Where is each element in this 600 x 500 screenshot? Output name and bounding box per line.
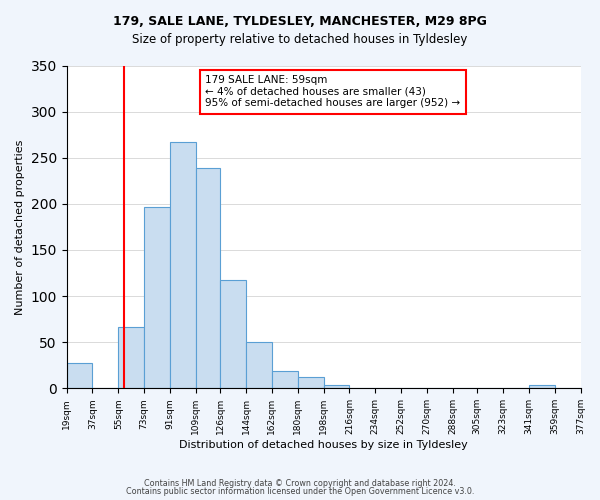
Bar (196, 168, 220, 388)
Text: Size of property relative to detached houses in Tyldesley: Size of property relative to detached ho… (133, 32, 467, 46)
Bar (118, 328, 144, 388)
Bar (298, 378, 323, 388)
Y-axis label: Number of detached properties: Number of detached properties (15, 139, 25, 314)
Bar (323, 384, 349, 388)
Bar (67, 362, 92, 388)
Bar (220, 280, 246, 388)
Text: Contains HM Land Registry data © Crown copyright and database right 2024.: Contains HM Land Registry data © Crown c… (144, 478, 456, 488)
Text: Contains public sector information licensed under the Open Government Licence v3: Contains public sector information licen… (126, 487, 474, 496)
Bar (144, 206, 170, 388)
X-axis label: Distribution of detached houses by size in Tyldesley: Distribution of detached houses by size … (179, 440, 468, 450)
Text: 179, SALE LANE, TYLDESLEY, MANCHESTER, M29 8PG: 179, SALE LANE, TYLDESLEY, MANCHESTER, M… (113, 15, 487, 28)
Text: 179 SALE LANE: 59sqm
← 4% of detached houses are smaller (43)
95% of semi-detach: 179 SALE LANE: 59sqm ← 4% of detached ho… (205, 75, 461, 108)
Bar (246, 342, 272, 388)
Bar (170, 142, 196, 388)
Bar (272, 371, 298, 388)
Bar (529, 384, 554, 388)
